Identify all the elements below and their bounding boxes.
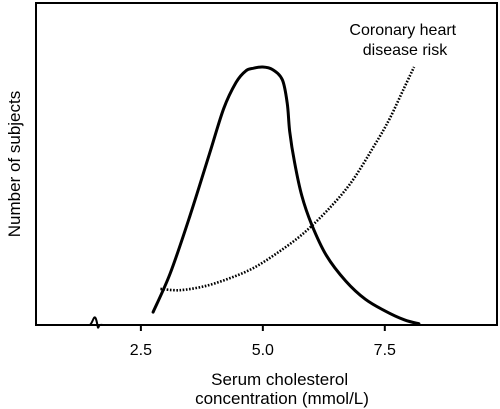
y-axis-title: Number of subjects <box>5 91 24 237</box>
chd-risk-line <box>160 66 416 292</box>
x-axis-title-line-2: concentration (mmol/L) <box>195 389 369 408</box>
x-axis-ticks: 2.5 5.0 7.5 <box>130 325 396 359</box>
chd-risk-annotation-line-1: Coronary heart <box>349 22 456 39</box>
x-tick-label: 5.0 <box>252 342 274 359</box>
chd-risk-annotation: Coronary heart disease risk <box>349 22 460 59</box>
plot-frame <box>35 2 498 326</box>
chd-risk-annotation-line-2: disease risk <box>363 42 448 59</box>
x-tick-label: 2.5 <box>130 342 152 359</box>
x-axis-title-line-1: Serum cholesterol <box>211 370 348 389</box>
x-tick-label: 7.5 <box>374 342 396 359</box>
axis-break-mark <box>88 316 104 329</box>
subjects-distribution-line <box>151 65 421 326</box>
x-axis-title: Serum cholesterol concentration (mmol/L) <box>195 370 369 408</box>
